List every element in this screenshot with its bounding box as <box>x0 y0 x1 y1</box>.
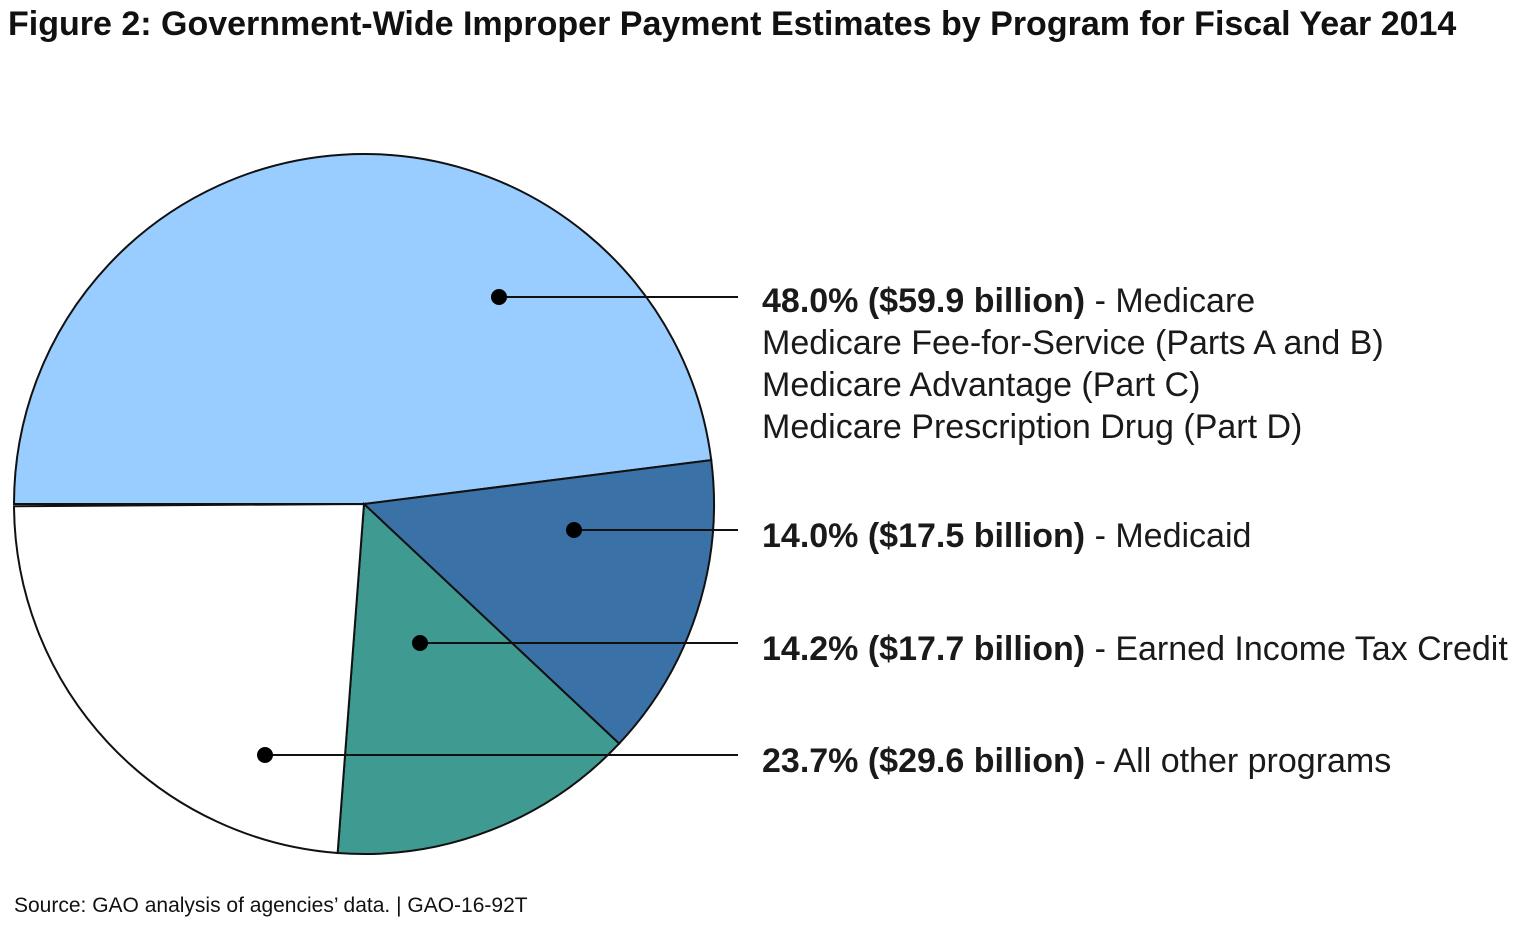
leader-dot <box>566 522 582 538</box>
sub-label: Medicare Prescription Drug (Part D) <box>762 408 1303 446</box>
pie-slice-earned-income-tax-credit <box>336 501 621 855</box>
leader-dot <box>257 747 273 763</box>
label-medicare: 48.0% ($59.9 billion) - Medicare Medicar… <box>762 282 1384 446</box>
leader-dot <box>491 289 507 305</box>
pie-slice-all-other-programs <box>12 502 366 855</box>
chart-title: Figure 2: Government-Wide Improper Payme… <box>8 5 1457 43</box>
label-medicaid: 14.0% ($17.5 billion) - Medicaid <box>762 517 1252 555</box>
sub-label: Medicare Advantage (Part C) <box>762 366 1201 404</box>
label-eitc: 14.2% ($17.7 billion) - Earned Income Ta… <box>762 630 1508 668</box>
label-other: 23.7% ($29.6 billion) - All other progra… <box>762 742 1392 780</box>
source-note: Source: GAO analysis of agencies’ data. … <box>14 894 528 917</box>
sub-label: Medicare Fee-for-Service (Parts A and B) <box>762 324 1384 362</box>
leader-dot <box>412 635 428 651</box>
pie-slice-medicare <box>12 153 713 505</box>
